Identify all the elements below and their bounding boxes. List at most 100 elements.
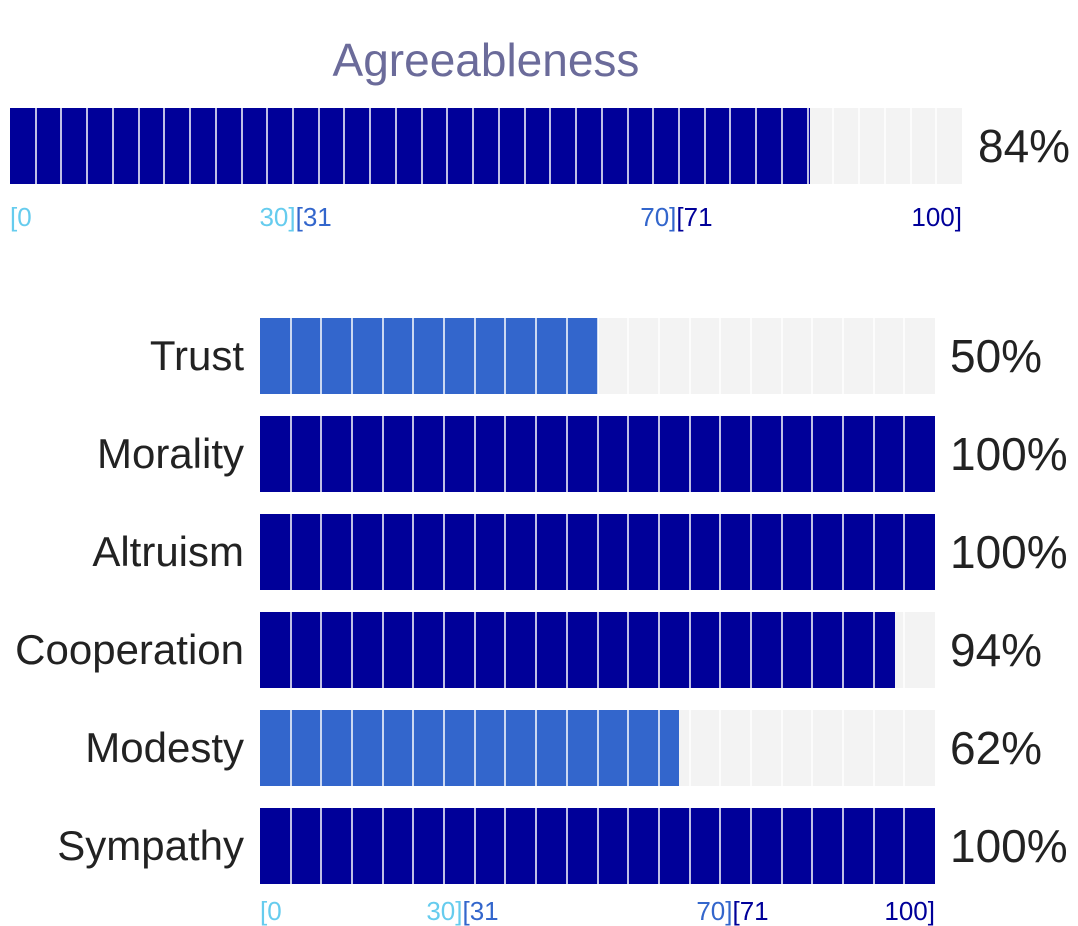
- overall-bar-segment-divider: [755, 108, 758, 184]
- facet-bar-modesty-segment-divider: [320, 710, 323, 786]
- facet-bar-sympathy-segment-divider: [872, 808, 875, 884]
- facet-bar-morality: [260, 416, 935, 492]
- facet-bar-modesty-segment-divider: [596, 710, 599, 786]
- overall-bar-segment-divider: [86, 108, 89, 184]
- facet-bar-altruism-segment-divider: [535, 514, 538, 590]
- facet-bar-sympathy-segment-divider: [535, 808, 538, 884]
- facet-bar-trust-segment-divider: [504, 318, 507, 394]
- overall-bar-segment-divider: [394, 108, 397, 184]
- overall-bar-segment-divider: [909, 108, 912, 184]
- facet-bar-trust-segment-divider: [811, 318, 814, 394]
- facet-bar-sympathy-segment-divider: [657, 808, 660, 884]
- facet-bar-morality-segment-divider: [872, 416, 875, 492]
- facet-bar-cooperation-segment-divider: [473, 612, 476, 688]
- facet-bar-cooperation-segment-divider: [596, 612, 599, 688]
- facet-bar-cooperation-segment-divider: [872, 612, 875, 688]
- facet-bar-modesty-fill: [260, 710, 679, 786]
- facet-bar-modesty: [260, 710, 935, 786]
- facet-bar-cooperation-segment-divider: [780, 612, 783, 688]
- facet-bar-altruism-segment-divider: [719, 514, 722, 590]
- facet-bar-morality-segment-divider: [443, 416, 446, 492]
- facet-bar-trust-segment-divider: [535, 318, 538, 394]
- facet-bar-cooperation-fill: [260, 612, 895, 688]
- overall-bar-segment-divider: [446, 108, 449, 184]
- facet-bar-sympathy-segment-divider: [443, 808, 446, 884]
- facet-bar-trust-segment-divider: [443, 318, 446, 394]
- facet-bar-morality-segment-divider: [351, 416, 354, 492]
- facet-bar-sympathy-segment-divider: [811, 808, 814, 884]
- facet-bar-altruism-segment-divider: [443, 514, 446, 590]
- facet-bar-altruism-segment-divider: [381, 514, 384, 590]
- overall-bar-segment-divider: [677, 108, 680, 184]
- facet-bar-cooperation-segment-divider: [289, 612, 292, 688]
- facet-bar-cooperation-segment-divider: [412, 612, 415, 688]
- overall-bar-segment-divider: [266, 108, 269, 184]
- overall-bar-segment-divider: [292, 108, 295, 184]
- facet-bar-sympathy-segment-divider: [351, 808, 354, 884]
- facet-bar-trust-segment-divider: [719, 318, 722, 394]
- facet-bar-cooperation-segment-divider: [841, 612, 844, 688]
- facet-bar-modesty-segment-divider: [811, 710, 814, 786]
- facet-bar-cooperation-segment-divider: [351, 612, 354, 688]
- facet-bar-altruism-segment-divider: [903, 514, 906, 590]
- facet-bar-morality-segment-divider: [596, 416, 599, 492]
- overall-scale-tick-label: [71: [676, 202, 713, 232]
- overall-bar-segment-divider: [832, 108, 835, 184]
- facet-bar-trust-segment-divider: [749, 318, 752, 394]
- overall-scale-tick-label: [31: [295, 202, 332, 232]
- facet-bar-trust: [260, 318, 935, 394]
- facet-bar-trust-segment-divider: [381, 318, 384, 394]
- overall-bar-segment-divider: [858, 108, 861, 184]
- overall-bar-segment-divider: [111, 108, 114, 184]
- facet-bar-altruism-segment-divider: [320, 514, 323, 590]
- overall-bar-segment-divider: [189, 108, 192, 184]
- facet-bar-morality-segment-divider: [535, 416, 538, 492]
- overall-bar-segment-divider: [703, 108, 706, 184]
- facet-bar-modesty-segment-divider: [443, 710, 446, 786]
- facet-label-morality: Morality: [96, 430, 244, 477]
- facet-bar-altruism-segment-divider: [473, 514, 476, 590]
- facet-scale-tick-label: 100]: [884, 896, 935, 926]
- overall-bar-segment-divider: [317, 108, 320, 184]
- facet-bar-trust-segment-divider: [473, 318, 476, 394]
- facet-bar-morality-segment-divider: [811, 416, 814, 492]
- facet-bar-cooperation-segment-divider: [535, 612, 538, 688]
- facet-bar-modesty-segment-divider: [719, 710, 722, 786]
- facet-bar-cooperation-segment-divider: [381, 612, 384, 688]
- facet-bar-sympathy-segment-divider: [412, 808, 415, 884]
- facet-bar-sympathy-segment-divider: [903, 808, 906, 884]
- facet-bar-modesty-segment-divider: [504, 710, 507, 786]
- overall-bar-segment-divider: [523, 108, 526, 184]
- facet-bar-altruism-segment-divider: [872, 514, 875, 590]
- facet-bar-altruism-segment-divider: [811, 514, 814, 590]
- overall-bar-segment-divider: [935, 108, 938, 184]
- facet-bar-morality-segment-divider: [412, 416, 415, 492]
- facet-scale-tick-label: [71: [732, 896, 769, 926]
- facet-bar-altruism: [260, 514, 935, 590]
- facet-bar-morality-segment-divider: [504, 416, 507, 492]
- facet-bar-cooperation-segment-divider: [320, 612, 323, 688]
- facet-label-altruism: Altruism: [92, 528, 244, 575]
- facet-bar-cooperation-segment-divider: [504, 612, 507, 688]
- facet-bar-morality-segment-divider: [289, 416, 292, 492]
- facet-bar-sympathy-segment-divider: [596, 808, 599, 884]
- overall-scale: [0 30] [31 70] [71 100]: [10, 202, 962, 232]
- facet-label-cooperation: Cooperation: [15, 626, 244, 673]
- facet-bar-sympathy-segment-divider: [504, 808, 507, 884]
- overall-bar-segment-divider: [806, 108, 809, 184]
- facet-scale-tick-label: 30]: [426, 896, 463, 926]
- facet-bar-sympathy-segment-divider: [473, 808, 476, 884]
- overall-bar: [10, 108, 962, 184]
- facet-label-sympathy: Sympathy: [57, 822, 244, 869]
- facet-bar-sympathy-segment-divider: [381, 808, 384, 884]
- facet-bar-modesty-segment-divider: [872, 710, 875, 786]
- facet-bar-morality-segment-divider: [381, 416, 384, 492]
- overall-bar-segment-divider: [626, 108, 629, 184]
- facet-bar-sympathy-segment-divider: [841, 808, 844, 884]
- overall-bar-segment-divider: [163, 108, 166, 184]
- facet-bar-morality-segment-divider: [565, 416, 568, 492]
- facet-label-trust: Trust: [149, 332, 244, 379]
- facet-bar-altruism-segment-divider: [504, 514, 507, 590]
- facet-bar-cooperation-segment-divider: [719, 612, 722, 688]
- facet-percent-sympathy: 100%: [950, 820, 1068, 872]
